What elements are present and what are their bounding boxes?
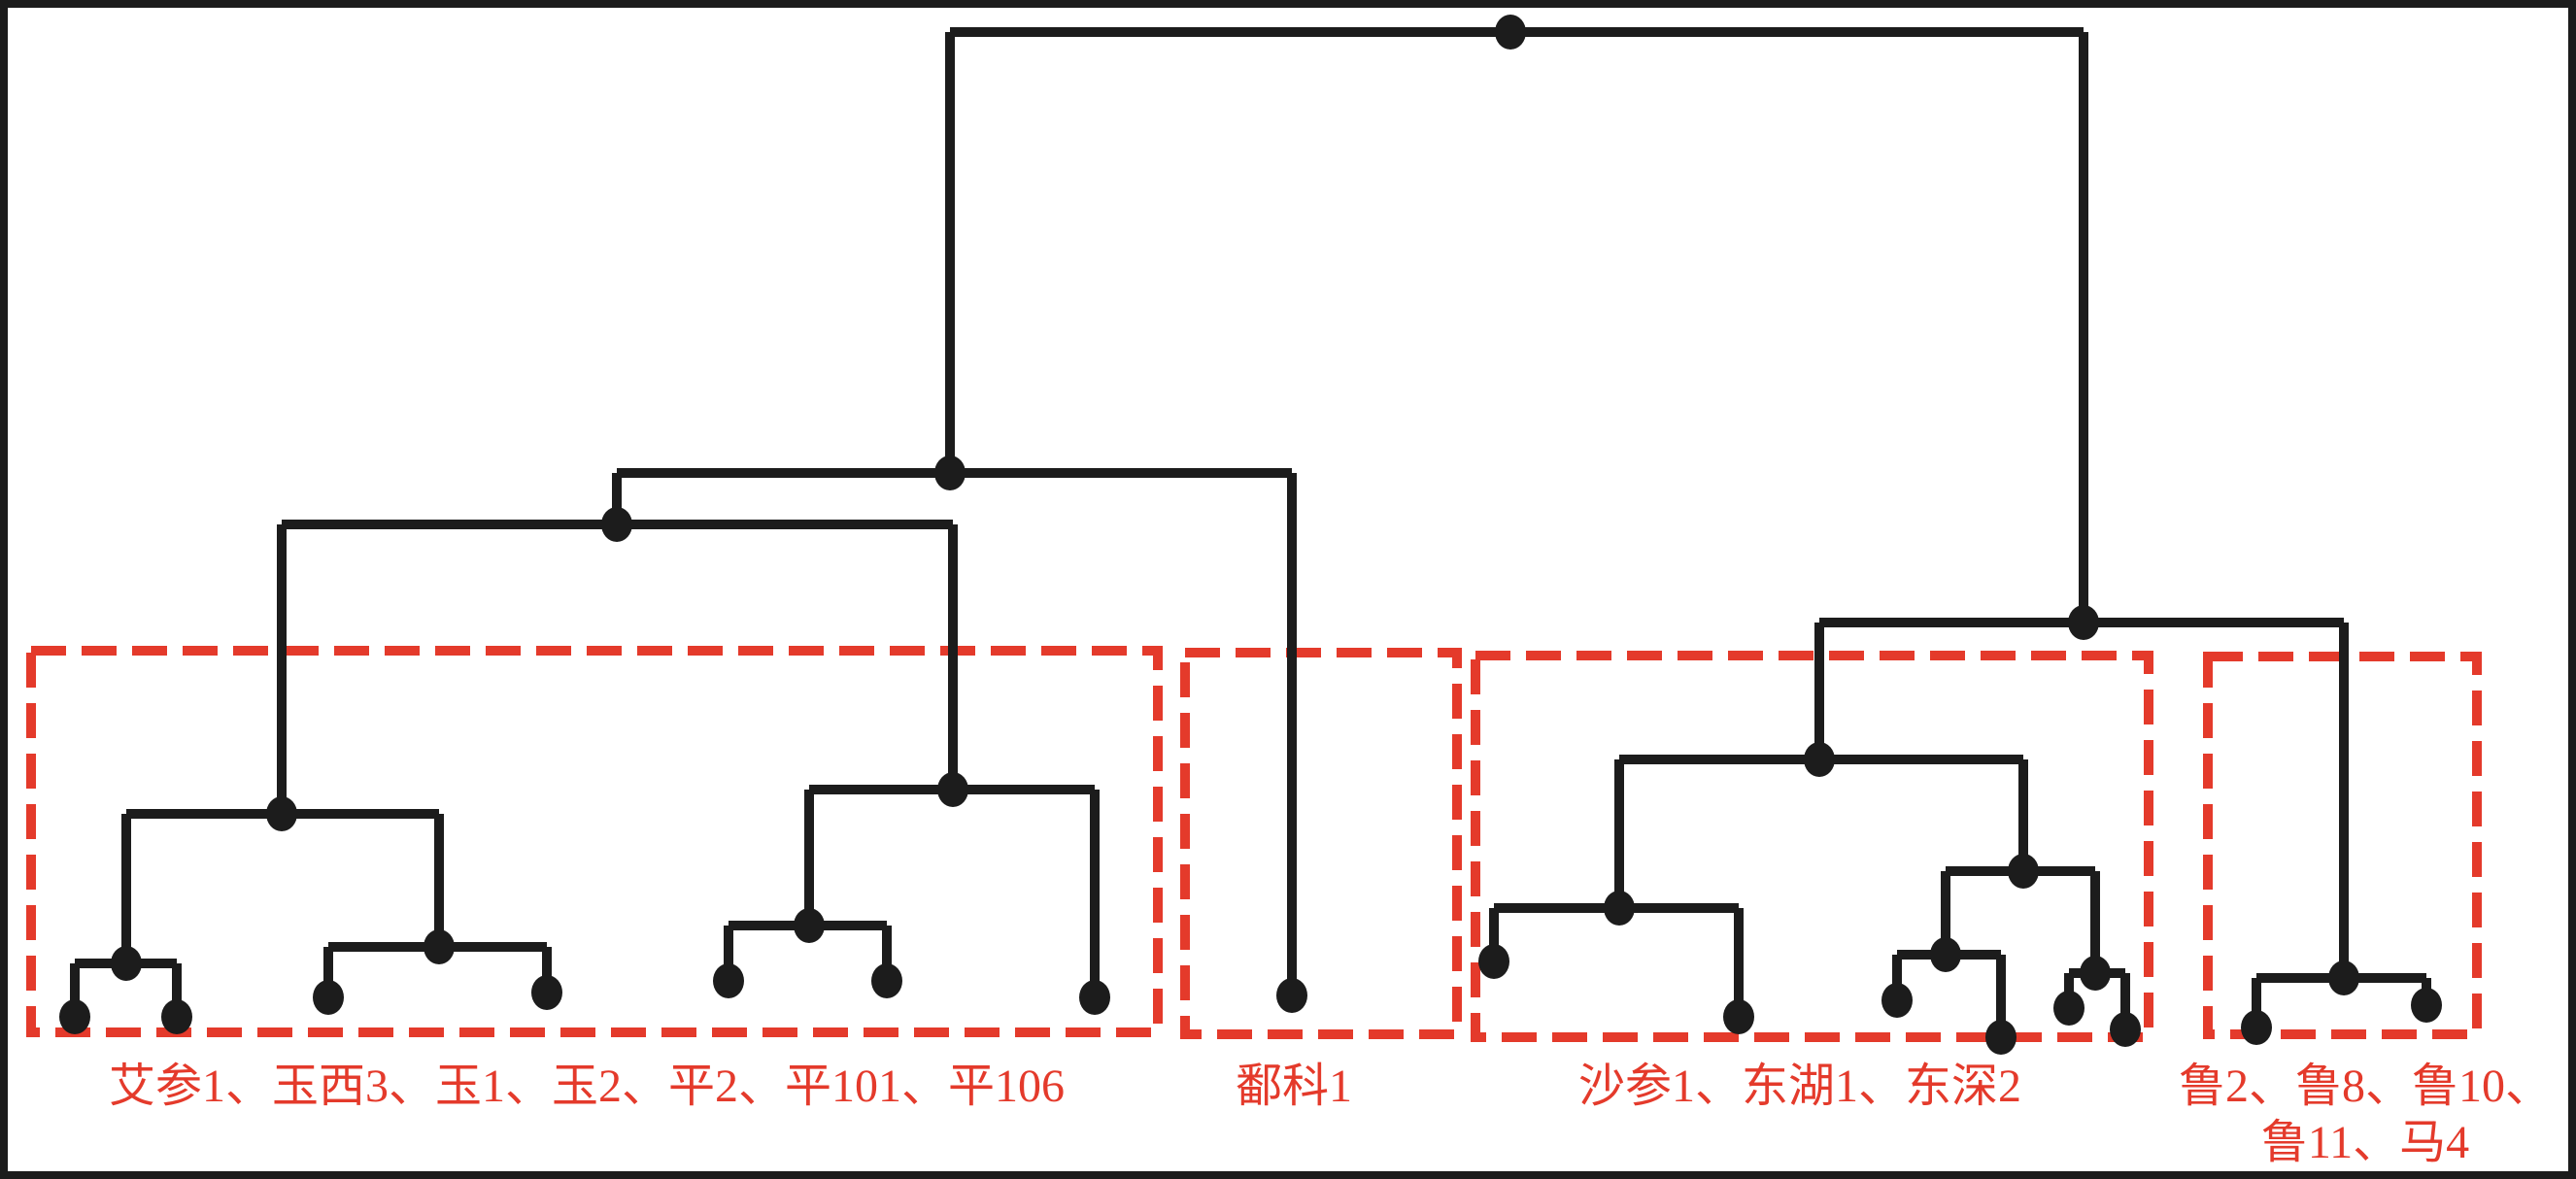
cluster3-label: 沙参1、东湖1、东深2 xyxy=(1578,1061,2021,1112)
branch-node-dot xyxy=(2068,605,2099,640)
leaf-node-dot xyxy=(1723,999,1754,1034)
branch-node-dot xyxy=(111,946,142,981)
branch-node-dot xyxy=(1930,937,1961,972)
leaf-node-dot xyxy=(313,980,344,1015)
leaf-node-dot xyxy=(531,975,562,1010)
cluster4-label-line1: 鲁2、鲁8、鲁10、 xyxy=(2179,1061,2552,1112)
branch-node-dot xyxy=(424,929,455,964)
tree-node-dots xyxy=(59,15,2442,1055)
leaf-node-dot xyxy=(59,999,90,1034)
branch-node-dot xyxy=(1604,891,1635,926)
branch-node-dot xyxy=(2008,854,2039,889)
leaf-node-dot xyxy=(1276,978,1307,1013)
leaf-node-dot xyxy=(2053,991,2085,1026)
branch-node-dot xyxy=(794,908,825,943)
leaf-node-dot xyxy=(2411,988,2442,1023)
leaf-node-dot xyxy=(2241,1010,2272,1045)
leaf-node-dot xyxy=(161,999,192,1034)
cluster4-label-line2: 鲁11、马4 xyxy=(2261,1117,2469,1168)
leaf-node-dot xyxy=(1079,980,1110,1015)
branch-node-dot xyxy=(266,796,297,831)
branch-node-dot xyxy=(2080,956,2111,991)
leaf-node-dot xyxy=(713,963,744,998)
leaf-node-dot xyxy=(1985,1020,2017,1055)
branch-node-dot xyxy=(937,772,968,807)
leaf-node-dot xyxy=(2110,1012,2141,1047)
cluster1-label: 艾参1、玉西3、玉1、玉2、平2、平101、平106 xyxy=(109,1061,1065,1112)
leaf-node-dot xyxy=(1881,983,1913,1018)
cluster-box-3 xyxy=(1471,651,2153,1042)
leaf-node-dot xyxy=(1478,944,1509,979)
cluster-box-1 xyxy=(26,646,1163,1037)
cluster2-label: 鄱科1 xyxy=(1236,1061,1352,1112)
branch-node-dot xyxy=(1495,15,1526,50)
tree-edges xyxy=(70,27,2431,1037)
leaf-node-dot xyxy=(871,963,902,998)
cluster-box-2 xyxy=(1180,648,1462,1039)
branch-node-dot xyxy=(2328,960,2359,995)
branch-node-dot xyxy=(601,507,632,542)
branch-node-dot xyxy=(934,455,966,490)
cluster-boxes xyxy=(26,646,2482,1042)
branch-node-dot xyxy=(1804,742,1835,777)
